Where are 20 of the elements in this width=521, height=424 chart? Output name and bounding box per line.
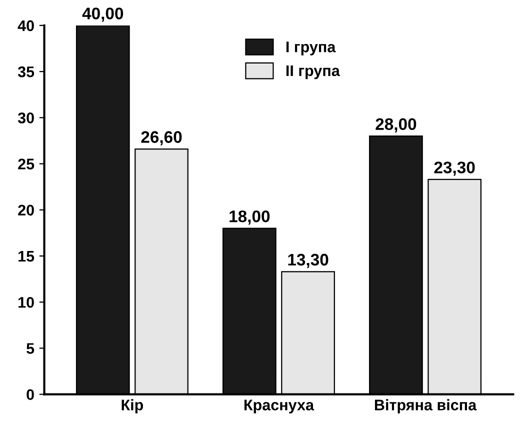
- legend-label: II група: [286, 65, 340, 80]
- x-tick-label: Кір: [122, 399, 144, 414]
- data-label: 18,00: [230, 210, 270, 225]
- legend-label: I група: [286, 42, 336, 56]
- y-tick-label: 5: [26, 343, 34, 354]
- y-tick-label: 10: [18, 296, 34, 308]
- data-label: 28,00: [376, 118, 416, 132]
- y-tick-label: 25: [18, 158, 34, 170]
- y-tick-label: 40: [18, 20, 34, 32]
- data-label: 13,30: [288, 254, 328, 268]
- data-label: 26,60: [141, 131, 182, 146]
- y-tick-label: 30: [18, 112, 34, 124]
- data-label: 23,30: [434, 162, 475, 176]
- data-label: 40,00: [82, 8, 124, 22]
- y-tick-label: 20: [18, 204, 34, 216]
- y-tick-label: 15: [18, 251, 34, 262]
- x-tick-label: Вітряна віспа: [374, 399, 477, 414]
- y-tick-label: 35: [18, 66, 34, 78]
- x-tick-label: Краснуха: [244, 400, 314, 414]
- y-tick-label: 0: [26, 389, 34, 400]
